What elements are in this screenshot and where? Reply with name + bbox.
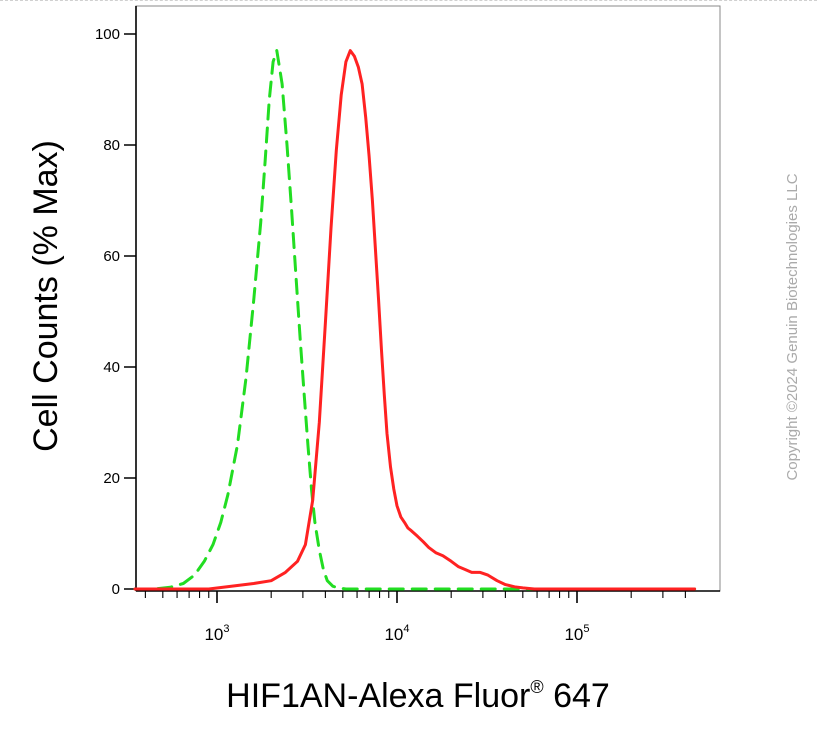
y-axis-ticks: 0 20 40 60 80 100	[95, 26, 136, 598]
y-tick-label: 40	[103, 359, 120, 376]
x-tick-label: 104	[384, 623, 409, 644]
x-axis-label-tail: 647	[544, 677, 610, 715]
x-axis-label-registered: ®	[530, 677, 543, 697]
plot-frame	[135, 5, 721, 592]
y-axis-label: Cell Counts (% Max)	[27, 140, 65, 452]
y-tick-label: 20	[103, 470, 120, 487]
top-border-line	[0, 0, 817, 1]
x-axis-ticks: 103 104 105	[144, 591, 686, 644]
y-tick-label: 100	[95, 26, 120, 43]
x-tick-label: 103	[204, 623, 229, 644]
series-group	[133, 49, 697, 591]
series-line-solid-red	[133, 49, 697, 591]
y-tick-label: 0	[112, 581, 120, 598]
y-tick-label: 60	[103, 248, 120, 265]
x-axis-label-main: HIF1AN-Alexa Fluor	[226, 677, 530, 715]
y-tick-label: 80	[103, 137, 120, 154]
series-line-dashed-green	[133, 49, 697, 591]
copyright-watermark: Copyright ©2024 Genuin Biotechnologies L…	[784, 173, 801, 480]
x-tick-label: 105	[564, 623, 589, 644]
x-axis-label: HIF1AN-Alexa Fluor® 647	[226, 677, 610, 715]
